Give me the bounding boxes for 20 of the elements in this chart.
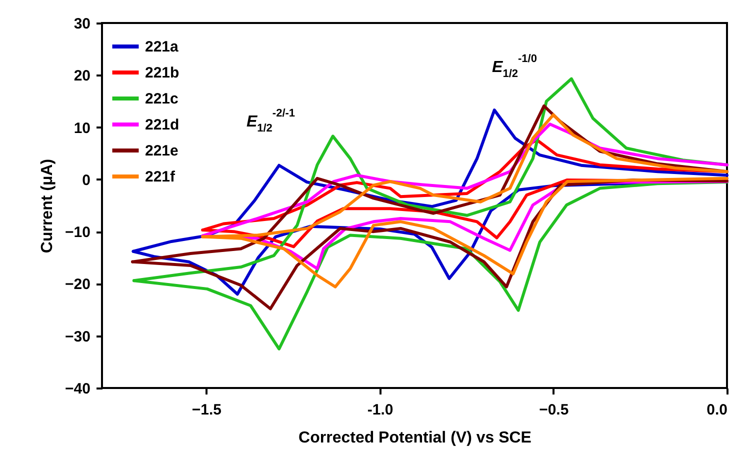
y-tick-label: −20: [65, 276, 90, 294]
legend-label: 221e: [145, 142, 178, 160]
y-tick-label: 20: [74, 68, 90, 85]
x-tick-label: −1.5: [192, 402, 222, 418]
y-tick-label: 0: [82, 172, 90, 189]
x-tick-label: −0.5: [539, 402, 569, 418]
legend-label: 221b: [145, 64, 180, 82]
y-tick-label: 30: [74, 16, 90, 32]
legend-label: 221f: [145, 168, 176, 186]
legend-label: 221a: [145, 38, 180, 56]
x-tick-label: -1.0: [367, 402, 394, 418]
x-tick-label: 0.0: [706, 402, 728, 418]
x-axis-title: Corrected Potential (V) vs SCE: [298, 430, 532, 446]
legend-label: 221c: [145, 90, 178, 108]
y-tick-label: −40: [65, 380, 90, 398]
legend-label: 221d: [145, 116, 180, 134]
y-axis-title: Current (μA): [39, 158, 56, 254]
y-tick-label: −30: [65, 328, 90, 346]
y-tick-label: 10: [74, 120, 90, 137]
y-tick-label: −10: [65, 224, 90, 242]
